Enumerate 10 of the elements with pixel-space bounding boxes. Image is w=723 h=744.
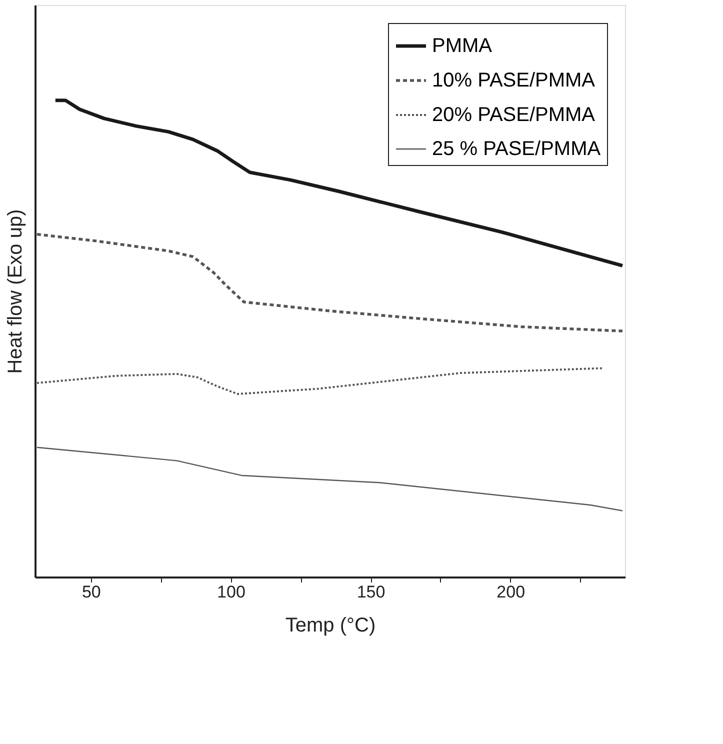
legend-label: 25 % PASE/PMMA	[432, 138, 602, 160]
x-tick-label: 50	[82, 582, 101, 602]
legend-label: 10% PASE/PMMA	[432, 70, 596, 92]
legend-label: 20% PASE/PMMA	[432, 104, 596, 126]
x-tick-label: 200	[496, 582, 526, 602]
x-tick-label: 100	[217, 582, 246, 602]
y-axis-title: Heat flow (Exo up)	[4, 209, 26, 374]
x-axis-title: Temp (°C)	[285, 614, 376, 636]
legend-label: PMMA	[432, 35, 493, 57]
x-tick-label: 150	[356, 582, 386, 602]
